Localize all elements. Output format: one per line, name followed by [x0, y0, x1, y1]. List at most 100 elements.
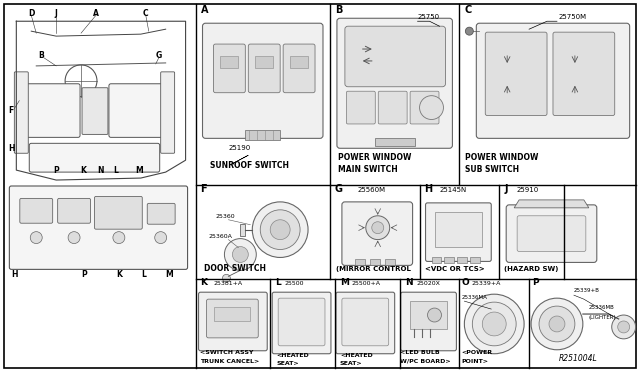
Text: 25336MA: 25336MA — [461, 295, 487, 300]
FancyBboxPatch shape — [214, 44, 245, 93]
Circle shape — [68, 232, 80, 244]
Text: N: N — [404, 278, 412, 287]
Bar — [470, 257, 480, 263]
Text: 25500+A: 25500+A — [352, 281, 381, 286]
Text: G: G — [156, 51, 162, 61]
Bar — [290, 56, 308, 68]
FancyBboxPatch shape — [410, 91, 439, 124]
Text: J: J — [504, 184, 508, 194]
Text: W/PC BOARD>: W/PC BOARD> — [399, 359, 451, 364]
Text: 25910: 25910 — [516, 187, 538, 193]
Polygon shape — [514, 200, 589, 208]
Text: H: H — [8, 144, 15, 153]
Bar — [355, 259, 365, 265]
FancyBboxPatch shape — [553, 32, 614, 116]
Text: 25336MB: 25336MB — [589, 305, 614, 310]
FancyBboxPatch shape — [506, 205, 596, 262]
FancyArrow shape — [232, 155, 248, 164]
Text: D: D — [28, 9, 35, 18]
FancyBboxPatch shape — [202, 23, 323, 138]
FancyBboxPatch shape — [82, 88, 108, 134]
Text: <LED BULB: <LED BULB — [399, 350, 440, 355]
Bar — [370, 259, 380, 265]
Circle shape — [260, 210, 300, 250]
FancyBboxPatch shape — [248, 44, 280, 93]
Text: <POWER: <POWER — [461, 350, 493, 355]
Text: 25750M: 25750M — [559, 14, 587, 20]
Text: A: A — [93, 9, 99, 18]
Text: 25190: 25190 — [228, 145, 251, 151]
Text: L: L — [141, 270, 146, 279]
Circle shape — [483, 312, 506, 336]
FancyBboxPatch shape — [95, 196, 142, 229]
Text: 25339+A: 25339+A — [471, 281, 500, 286]
Text: M: M — [340, 278, 349, 287]
Circle shape — [223, 274, 230, 282]
Text: C: C — [143, 9, 148, 18]
FancyBboxPatch shape — [10, 186, 188, 269]
FancyBboxPatch shape — [20, 198, 52, 223]
Text: (LIGHTER): (LIGHTER) — [589, 315, 616, 320]
Circle shape — [428, 308, 442, 322]
Text: 25360A: 25360A — [209, 234, 232, 238]
Text: H: H — [12, 270, 18, 279]
Text: SEAT>: SEAT> — [340, 361, 362, 366]
FancyBboxPatch shape — [207, 299, 259, 338]
Circle shape — [465, 27, 474, 35]
Circle shape — [549, 316, 565, 332]
FancyBboxPatch shape — [58, 198, 90, 223]
Text: 25145N: 25145N — [440, 187, 467, 193]
Bar — [375, 138, 415, 146]
FancyBboxPatch shape — [378, 91, 407, 124]
Circle shape — [472, 302, 516, 346]
Circle shape — [618, 321, 630, 333]
Text: 25560M: 25560M — [358, 187, 386, 193]
Text: M: M — [135, 166, 143, 174]
Text: B: B — [38, 51, 44, 61]
FancyBboxPatch shape — [476, 23, 630, 138]
FancyBboxPatch shape — [485, 32, 547, 116]
Text: MAIN SWITCH: MAIN SWITCH — [338, 165, 397, 174]
Text: 25500: 25500 — [284, 281, 303, 286]
Text: DOOR SWITCH: DOOR SWITCH — [204, 264, 266, 273]
Text: L: L — [113, 166, 118, 174]
Circle shape — [531, 298, 583, 350]
Circle shape — [252, 202, 308, 257]
Text: C: C — [465, 5, 472, 15]
Text: SUNROOF SWITCH: SUNROOF SWITCH — [211, 161, 289, 170]
Text: POWER WINDOW: POWER WINDOW — [465, 153, 539, 162]
FancyBboxPatch shape — [147, 203, 175, 224]
Text: <HEATED: <HEATED — [340, 353, 372, 358]
Circle shape — [113, 232, 125, 244]
Text: <SWITCH ASSY: <SWITCH ASSY — [200, 350, 253, 355]
Text: H: H — [424, 184, 433, 194]
Bar — [245, 131, 280, 140]
Text: N: N — [98, 166, 104, 174]
Text: P: P — [532, 278, 539, 287]
FancyBboxPatch shape — [346, 91, 375, 124]
FancyBboxPatch shape — [336, 292, 395, 354]
Text: (HAZARD SW): (HAZARD SW) — [504, 266, 559, 272]
Bar — [255, 56, 273, 68]
Text: K: K — [200, 278, 207, 287]
Circle shape — [465, 294, 524, 354]
Circle shape — [366, 216, 390, 240]
FancyBboxPatch shape — [278, 298, 325, 346]
Text: K: K — [80, 166, 86, 174]
Text: F: F — [9, 106, 14, 115]
Bar — [410, 301, 447, 329]
Circle shape — [232, 247, 248, 262]
Bar — [458, 257, 467, 263]
Bar — [220, 56, 238, 68]
Text: G: G — [335, 184, 343, 194]
Text: P: P — [53, 166, 59, 174]
Circle shape — [225, 238, 256, 270]
FancyBboxPatch shape — [21, 84, 80, 137]
Text: F: F — [200, 184, 207, 194]
Text: O: O — [461, 278, 469, 287]
Text: SUB SWITCH: SUB SWITCH — [465, 165, 520, 174]
Bar — [431, 257, 442, 263]
Text: (MIRROR CONTROL: (MIRROR CONTROL — [336, 266, 411, 272]
Circle shape — [155, 232, 166, 244]
Circle shape — [270, 220, 290, 240]
